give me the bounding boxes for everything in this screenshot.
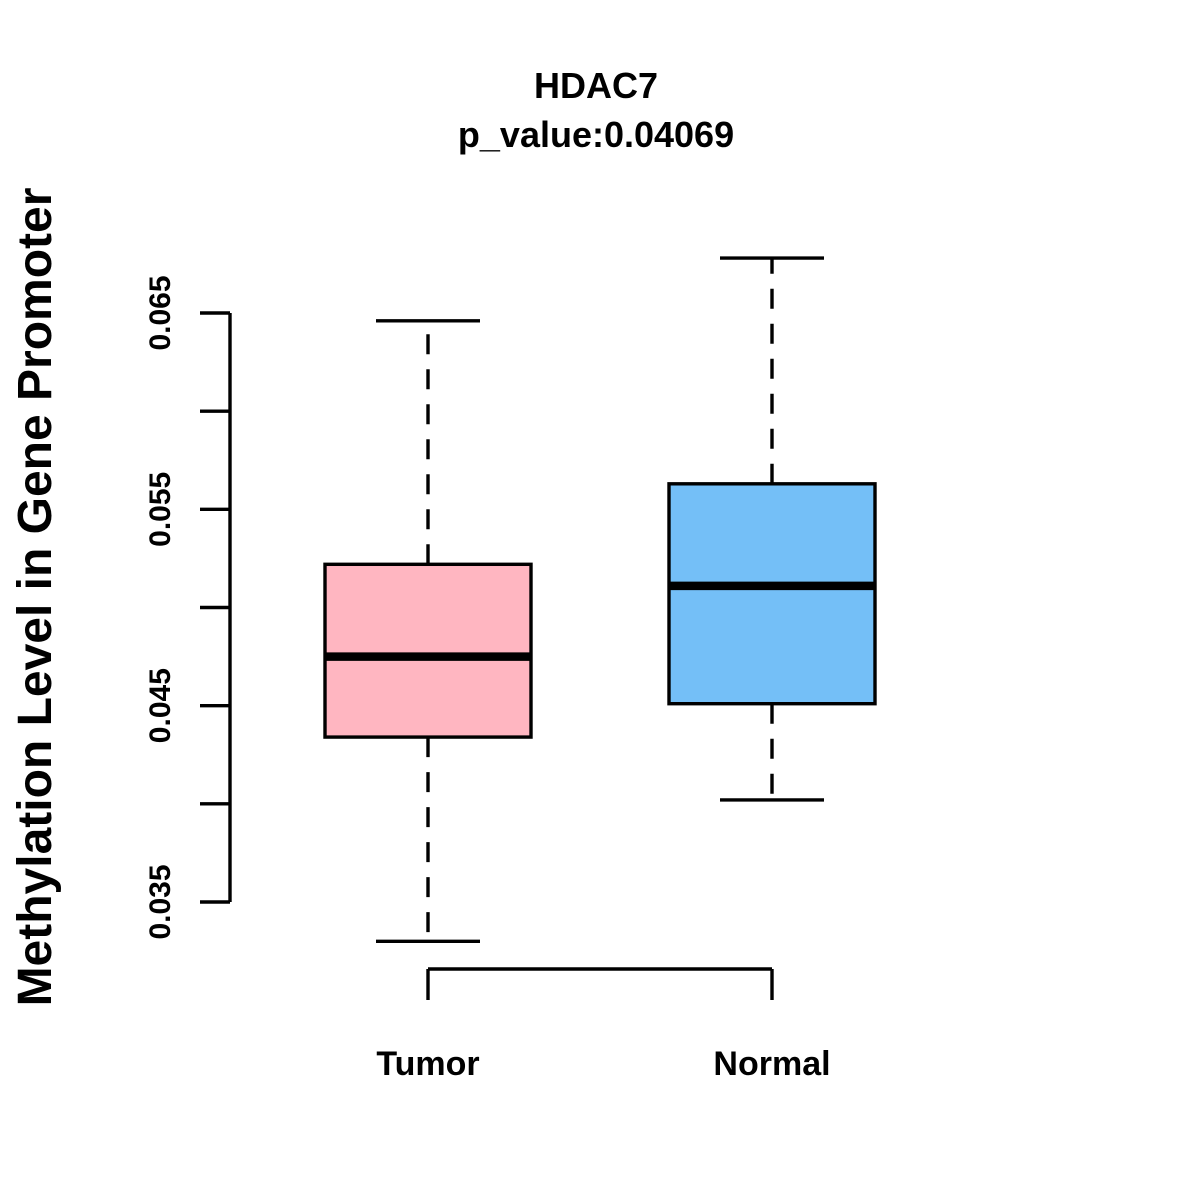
y-tick-label: 0.045 xyxy=(144,668,177,743)
y-axis-label: Methylation Level in Gene Promoter xyxy=(9,188,62,1007)
y-tick-label: 0.055 xyxy=(144,472,177,547)
chart-subtitle-pvalue: p_value:0.04069 xyxy=(458,114,734,155)
y-tick-label: 0.065 xyxy=(144,275,177,350)
x-category-label-tumor: Tumor xyxy=(376,1045,479,1083)
chart-title: HDAC7 xyxy=(534,65,658,106)
box-normal xyxy=(667,482,877,706)
box-tumor xyxy=(323,562,533,739)
plot-area: 0.035 0.045 0.055 0.065 Tumor Normal xyxy=(144,256,877,1083)
y-tick-label: 0.035 xyxy=(144,864,177,939)
x-category-label-normal: Normal xyxy=(713,1045,830,1083)
